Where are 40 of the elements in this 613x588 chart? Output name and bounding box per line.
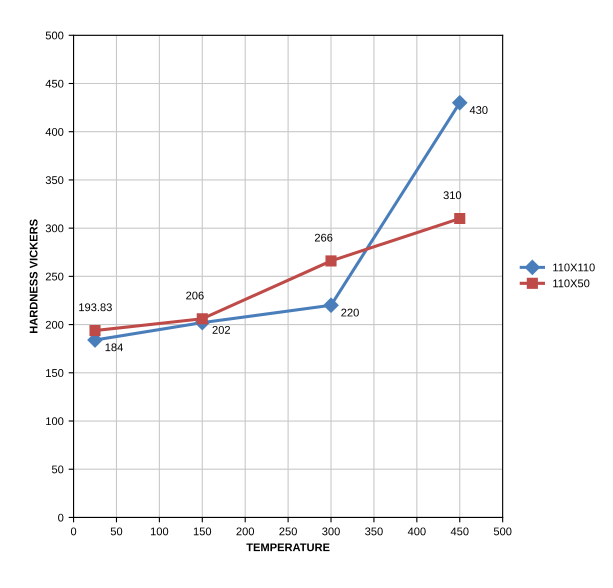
data-label: 202 [212,326,230,334]
y-tick-label: 300 [46,224,64,232]
point [196,313,208,324]
point [454,212,466,224]
x-axis-title: TEMPERATURE [246,543,330,552]
x-tick-label: 150 [194,527,212,536]
data-label: 310 [444,191,462,200]
data-label: 430 [470,106,488,114]
x-tick-label: 250 [279,527,297,536]
y-tick-label: 350 [46,176,64,184]
y-tick-label: 450 [46,80,64,88]
x-tick-label: 500 [494,527,512,536]
x-tick-label: 400 [408,527,426,536]
x-tick-label: 100 [150,527,168,536]
y-tick-label: 400 [46,128,64,136]
y-tick-label: 50 [52,465,64,474]
y-tick-label: 200 [46,320,64,329]
data-label: 184 [106,343,123,352]
y-tick-label: 100 [46,417,64,426]
data-label: 266 [314,234,332,242]
x-tick-label: 200 [236,527,254,536]
legend-label: 110X50 [553,279,590,288]
legend-label: 110X110 [553,264,595,272]
y-tick-label: 500 [46,32,64,40]
point [325,255,337,266]
y-tick-label: 0 [58,514,64,522]
point [89,324,101,336]
data-label: 220 [341,308,359,317]
y-axis-title: HARDNESS VICKERS [30,219,38,334]
point [323,298,339,313]
y-tick-label: 150 [46,369,64,377]
x-tick-label: 0 [70,527,76,536]
point [452,95,468,110]
x-tick-label: 350 [365,527,383,536]
data-label: 193.83 [79,303,112,312]
x-tick-label: 450 [450,527,469,536]
data-label: 206 [186,292,204,300]
y-tick-label: 250 [46,272,64,280]
x-tick-label: 50 [110,527,122,536]
x-tick-label: 300 [322,527,340,536]
